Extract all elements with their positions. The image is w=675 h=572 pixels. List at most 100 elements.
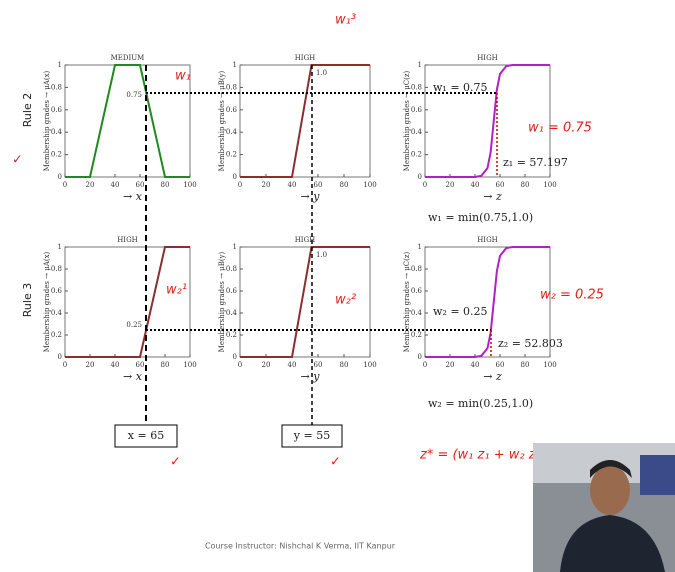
x-tick-label: 40 bbox=[471, 361, 480, 369]
y-tick-label: 0 bbox=[58, 173, 62, 181]
annotation: w₁ = min(0.75,1.0) bbox=[428, 211, 533, 224]
y-axis-label: Membership grades → μA(x) bbox=[43, 70, 51, 171]
plot-frame bbox=[65, 247, 190, 357]
handwritten-note: w₁ = 0.75 bbox=[528, 121, 592, 136]
y-tick-label: 0.6 bbox=[411, 106, 423, 114]
handwritten-note: w₁³ bbox=[335, 13, 356, 28]
plot-frame bbox=[65, 65, 190, 177]
x-axis-label: → z bbox=[483, 370, 502, 383]
y-tick-label: 0.2 bbox=[226, 151, 237, 159]
y-tick-label: 0.8 bbox=[411, 83, 422, 91]
x-axis-label: → y bbox=[301, 190, 321, 203]
x-tick-label: 0 bbox=[423, 361, 427, 369]
annotation: 1.0 bbox=[316, 251, 327, 259]
y-tick-label: 0.8 bbox=[51, 265, 62, 273]
annotation: z₁ = 57.197 bbox=[503, 156, 568, 169]
x-tick-label: 40 bbox=[111, 361, 120, 369]
x-tick-label: 100 bbox=[543, 181, 556, 189]
y-tick-label: 0.4 bbox=[51, 309, 63, 317]
y-tick-label: 0.2 bbox=[51, 151, 62, 159]
handwritten-note: w₁ bbox=[175, 69, 191, 84]
y-tick-label: 0 bbox=[418, 173, 422, 181]
x-tick-label: 20 bbox=[262, 361, 271, 369]
annotation: w₂ = 0.25 bbox=[433, 305, 488, 318]
x-axis-label: → x bbox=[123, 370, 143, 383]
annotation: 0.75 bbox=[126, 91, 142, 99]
chart-title: MEDIUM bbox=[111, 54, 145, 62]
rule-label: Rule 3 bbox=[21, 283, 34, 317]
y-tick-label: 0.6 bbox=[51, 106, 63, 114]
handwritten-note: ✓ bbox=[170, 455, 181, 470]
annotation: x = 65 bbox=[128, 429, 164, 442]
y-tick-label: 0.4 bbox=[51, 128, 63, 136]
x-axis-label: → z bbox=[483, 190, 502, 203]
y-tick-label: 0 bbox=[233, 353, 237, 361]
y-tick-label: 1 bbox=[233, 243, 237, 251]
x-tick-label: 60 bbox=[314, 361, 323, 369]
y-tick-label: 0.2 bbox=[226, 331, 237, 339]
y-axis-label: Membership grades → μB(y) bbox=[218, 70, 226, 171]
x-tick-label: 40 bbox=[288, 181, 297, 189]
slide: 02040608010000.20.40.60.81HIGH→ zMembers… bbox=[0, 0, 675, 572]
y-tick-label: 0.8 bbox=[51, 83, 62, 91]
x-tick-label: 0 bbox=[63, 181, 67, 189]
x-tick-label: 20 bbox=[446, 181, 455, 189]
y-tick-label: 0 bbox=[418, 353, 422, 361]
annotation: z₂ = 52.803 bbox=[498, 337, 563, 350]
x-tick-label: 20 bbox=[86, 181, 95, 189]
x-tick-label: 40 bbox=[288, 361, 297, 369]
y-tick-label: 0.2 bbox=[411, 151, 422, 159]
y-tick-label: 0.8 bbox=[226, 83, 237, 91]
x-tick-label: 0 bbox=[238, 181, 242, 189]
x-tick-label: 60 bbox=[136, 181, 145, 189]
x-tick-label: 80 bbox=[340, 361, 349, 369]
x-tick-label: 20 bbox=[446, 361, 455, 369]
x-tick-label: 60 bbox=[314, 181, 323, 189]
x-tick-label: 100 bbox=[183, 181, 196, 189]
handwritten-note: w₂ = 0.25 bbox=[540, 288, 604, 303]
y-axis-label: Membership grades → μB(y) bbox=[218, 251, 226, 352]
handwritten-note: ✓ bbox=[12, 153, 23, 168]
handwritten-note: w₂¹ bbox=[166, 283, 187, 298]
x-axis-label: → x bbox=[123, 190, 143, 203]
chart-title: HIGH bbox=[477, 236, 498, 244]
x-tick-label: 60 bbox=[496, 361, 505, 369]
x-tick-label: 80 bbox=[161, 361, 170, 369]
x-tick-label: 80 bbox=[521, 361, 530, 369]
y-axis-label: Membership grades → μC(z) bbox=[403, 70, 411, 171]
x-tick-label: 40 bbox=[111, 181, 120, 189]
x-tick-label: 100 bbox=[363, 181, 376, 189]
x-tick-label: 20 bbox=[86, 361, 95, 369]
x-tick-label: 20 bbox=[262, 181, 271, 189]
y-axis-label: Membership grades → μA(x) bbox=[43, 251, 51, 352]
handwritten-note: w₂² bbox=[335, 293, 356, 308]
chart-title: HIGH bbox=[295, 54, 316, 62]
x-tick-label: 40 bbox=[471, 181, 480, 189]
rule-label: Rule 2 bbox=[21, 93, 34, 127]
x-tick-label: 0 bbox=[238, 361, 242, 369]
x-tick-label: 80 bbox=[161, 181, 170, 189]
y-tick-label: 0.6 bbox=[226, 287, 238, 295]
annotation: 0.25 bbox=[126, 321, 142, 329]
annotation: w₂ = min(0.25,1.0) bbox=[428, 397, 533, 410]
y-tick-label: 0 bbox=[58, 353, 62, 361]
video-inset bbox=[533, 443, 675, 572]
annotation: y = 55 bbox=[293, 429, 330, 442]
x-tick-label: 0 bbox=[63, 361, 67, 369]
y-tick-label: 0.4 bbox=[411, 309, 423, 317]
y-tick-label: 1 bbox=[418, 61, 422, 69]
x-tick-label: 100 bbox=[183, 361, 196, 369]
y-tick-label: 1 bbox=[58, 61, 62, 69]
x-tick-label: 80 bbox=[521, 181, 530, 189]
y-tick-label: 0.4 bbox=[411, 128, 423, 136]
annotation: 1.0 bbox=[316, 69, 327, 77]
y-tick-label: 1 bbox=[233, 61, 237, 69]
x-tick-label: 60 bbox=[136, 361, 145, 369]
y-tick-label: 1 bbox=[418, 243, 422, 251]
x-tick-label: 100 bbox=[363, 361, 376, 369]
y-axis-label: Membership grades → μC(z) bbox=[403, 251, 411, 352]
chart-title: HIGH bbox=[117, 236, 138, 244]
y-tick-label: 0.4 bbox=[226, 309, 238, 317]
x-tick-label: 100 bbox=[543, 361, 556, 369]
x-tick-label: 80 bbox=[340, 181, 349, 189]
